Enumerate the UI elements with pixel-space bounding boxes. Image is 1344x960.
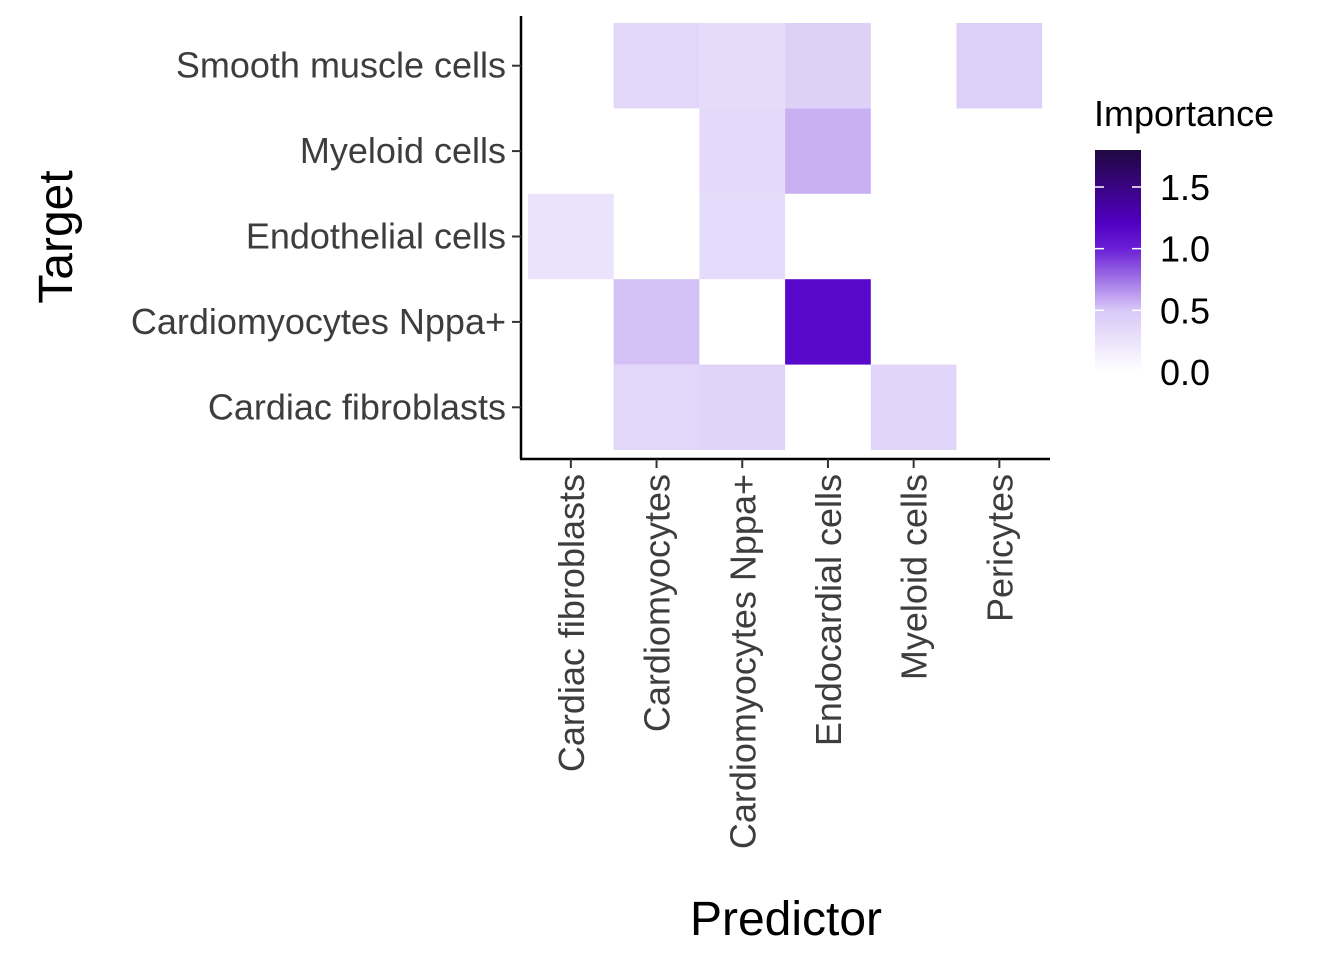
y-tick-label-smooth-muscle-cells: Smooth muscle cells: [176, 45, 506, 86]
heatmap-cell-myeloid-cells-cardiomyocytes-nppa: [699, 108, 786, 194]
legend-tick-label: 0.5: [1160, 290, 1210, 331]
heatmap-cell-cardiomyocytes-nppa-cardiomyocytes: [613, 279, 700, 365]
y-tick-label-myeloid-cells: Myeloid cells: [300, 130, 506, 171]
legend-title: Importance: [1094, 93, 1274, 134]
y-tick-label-endothelial-cells: Endothelial cells: [246, 216, 506, 257]
y-tick-label-cardiac-fibroblasts: Cardiac fibroblasts: [208, 386, 506, 427]
x-tick-label-cardiac-fibroblasts: Cardiac fibroblasts: [551, 474, 592, 772]
heatmap-cell-endothelial-cells-cardiac-fibroblasts: [528, 193, 614, 280]
x-tick-label-myeloid-cells: Myeloid cells: [894, 474, 935, 680]
x-tick-label-endocardial-cells: Endocardial cells: [808, 474, 849, 746]
legend: Importance 0.0 0.5 1.0 1.5: [1094, 93, 1274, 393]
heatmap-cell-smooth-muscle-cells-pericytes: [956, 23, 1043, 109]
heatmap-cell-smooth-muscle-cells-cardiomyocytes: [613, 23, 700, 109]
x-tick-label-pericytes: Pericytes: [979, 474, 1020, 622]
heatmap-cell-cardiac-fibroblasts-cardiomyocytes: [613, 364, 700, 450]
y-tick-label-cardiomyocytes-nppa: Cardiomyocytes Nppa+: [131, 301, 506, 342]
x-axis-ticks: Cardiac fibroblasts Cardiomyocytes Cardiom…: [551, 459, 1020, 849]
heatmap-cell-smooth-muscle-cells-endocardial-cells: [785, 23, 871, 109]
heatmap-cell-cardiomyocytes-nppa-endocardial-cells: [785, 279, 871, 365]
y-axis-ticks: Cardiac fibroblasts Cardiomyocytes Nppa+ E…: [131, 45, 521, 427]
heatmap-cell-endothelial-cells-cardiomyocytes-nppa: [699, 193, 786, 280]
heatmap-cell-cardiac-fibroblasts-myeloid-cells: [870, 364, 957, 450]
legend-colorbar: [1095, 150, 1141, 372]
heatmap-cell-myeloid-cells-endocardial-cells: [785, 108, 871, 194]
heatmap-cells: [528, 23, 1043, 450]
legend-tick-label: 1.0: [1160, 229, 1210, 270]
legend-ticks: 0.0 0.5 1.0 1.5: [1095, 167, 1210, 393]
y-axis-title: Target: [30, 170, 83, 303]
legend-tick-label: 0.0: [1160, 352, 1210, 393]
x-tick-label-cardiomyocytes-nppa: Cardiomyocytes Nppa+: [722, 474, 763, 849]
x-tick-label-cardiomyocytes: Cardiomyocytes: [637, 474, 678, 732]
legend-tick-label: 1.5: [1160, 167, 1210, 208]
heatmap-cell-smooth-muscle-cells-cardiomyocytes-nppa: [699, 23, 786, 109]
x-axis-title: Predictor: [690, 893, 882, 946]
heatmap-cell-cardiac-fibroblasts-cardiomyocytes-nppa: [699, 364, 786, 450]
